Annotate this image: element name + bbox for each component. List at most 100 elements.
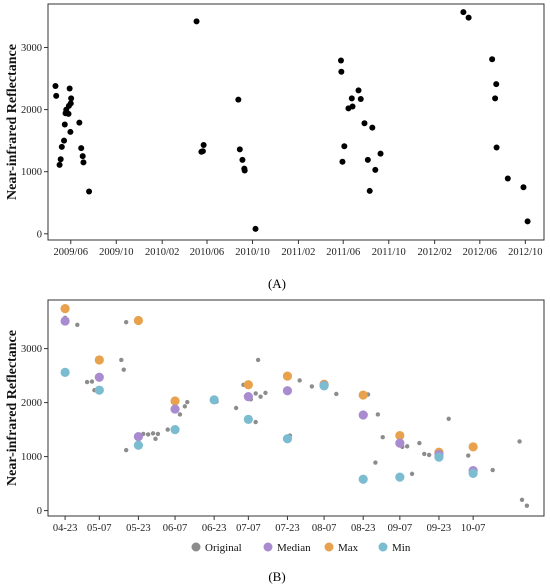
data-point xyxy=(369,124,376,131)
min-point xyxy=(358,474,368,484)
max-point xyxy=(170,396,180,406)
y-tick-label: 2000 xyxy=(21,105,42,116)
data-point xyxy=(79,153,86,160)
data-point xyxy=(364,156,371,163)
data-point xyxy=(341,143,348,150)
original-point xyxy=(373,460,378,465)
median-point xyxy=(395,438,405,448)
data-point xyxy=(66,85,73,92)
original-point xyxy=(334,391,339,397)
original-point xyxy=(123,447,129,453)
original-point xyxy=(417,440,422,446)
y-tick-label: 1000 xyxy=(21,167,42,178)
data-point xyxy=(338,68,345,75)
panel-b-frame xyxy=(47,299,545,517)
data-point xyxy=(524,218,531,225)
data-point xyxy=(56,161,63,168)
data-point xyxy=(68,95,75,102)
data-point xyxy=(200,141,207,148)
original-point xyxy=(89,379,95,384)
legend-swatch xyxy=(378,542,388,552)
original-point xyxy=(177,412,183,417)
x-tick-label: 2011/06 xyxy=(326,247,360,258)
min-point xyxy=(395,472,405,482)
original-point xyxy=(409,471,415,477)
legend-label: Min xyxy=(392,542,411,554)
panel-a-label: (A) xyxy=(268,276,286,291)
panel-b-ylabel: Near-infrared Reflectance xyxy=(5,330,20,486)
data-point xyxy=(239,156,246,163)
original-point xyxy=(165,427,170,432)
data-point xyxy=(241,167,248,174)
x-tick-label: 09-07 xyxy=(388,523,413,534)
x-tick-label: 06-07 xyxy=(163,523,188,534)
x-tick-label: 09-23 xyxy=(427,523,452,534)
max-point xyxy=(395,430,405,441)
data-point xyxy=(355,87,362,94)
original-point xyxy=(258,394,263,399)
original-point xyxy=(519,497,525,502)
data-point xyxy=(520,184,527,191)
data-point xyxy=(67,128,74,135)
data-point xyxy=(61,137,68,144)
original-point xyxy=(153,436,158,441)
data-point xyxy=(357,96,364,103)
data-point xyxy=(252,225,259,232)
data-point xyxy=(52,82,59,89)
max-point xyxy=(282,371,293,381)
data-point xyxy=(65,110,72,117)
x-tick-label: 05-23 xyxy=(126,523,151,534)
data-point xyxy=(361,120,368,127)
data-point xyxy=(57,156,64,163)
data-point xyxy=(489,56,496,63)
y-tick-label: 1000 xyxy=(21,452,42,463)
min-point xyxy=(243,414,253,424)
original-point xyxy=(380,434,385,440)
x-tick-label: 2009/10 xyxy=(99,247,133,258)
data-point xyxy=(493,144,500,151)
x-tick-label: 04-23 xyxy=(53,523,78,534)
data-point xyxy=(78,145,85,152)
original-point xyxy=(155,431,161,437)
y-tick-label: 0 xyxy=(37,229,42,240)
data-point xyxy=(349,103,356,110)
data-point xyxy=(492,95,499,102)
panel-b-legend: Original Median Max Min xyxy=(191,542,411,554)
min-point xyxy=(282,434,293,444)
original-point xyxy=(233,405,239,411)
legend-label: Original xyxy=(205,542,242,554)
data-point xyxy=(372,166,379,173)
x-tick-label: 2011/10 xyxy=(372,247,406,258)
data-point xyxy=(199,148,206,155)
data-point xyxy=(377,150,384,157)
data-point xyxy=(53,92,60,99)
panel-a-axes: 0 1000 2000 3000 2009/06 2009/10 2010/02 2010/0… xyxy=(21,43,543,258)
min-point xyxy=(468,468,478,478)
x-tick-label: 07-23 xyxy=(275,523,300,534)
panel-b-axes: 0 1000 2000 3000 04-23 05-07 05-23 06-07 06-23 07… xyxy=(21,344,485,534)
original-point xyxy=(263,390,268,396)
x-tick-label: 2010/10 xyxy=(235,247,269,258)
min-point xyxy=(319,381,329,391)
x-tick-label: 2012/02 xyxy=(417,247,451,258)
panel-b-label: (B) xyxy=(268,569,285,584)
data-point xyxy=(465,14,472,21)
x-tick-label: 2012/06 xyxy=(463,247,497,258)
original-point xyxy=(422,451,427,457)
min-point xyxy=(94,385,104,395)
median-point xyxy=(170,404,180,414)
data-point xyxy=(460,9,467,16)
original-point xyxy=(119,357,124,363)
panel-a-frame xyxy=(47,3,545,241)
x-tick-label: 2010/06 xyxy=(190,247,224,258)
panel-a: Near-infrared Reflectance 0 1000 2000 3000 2… xyxy=(5,3,545,291)
original-point xyxy=(466,453,471,458)
max-point xyxy=(94,355,104,365)
x-tick-label: 05-07 xyxy=(87,523,112,534)
x-tick-label: 08-07 xyxy=(312,523,337,534)
data-point xyxy=(58,143,65,150)
min-point xyxy=(170,425,180,435)
original-point xyxy=(121,367,126,372)
min-point xyxy=(434,452,444,462)
